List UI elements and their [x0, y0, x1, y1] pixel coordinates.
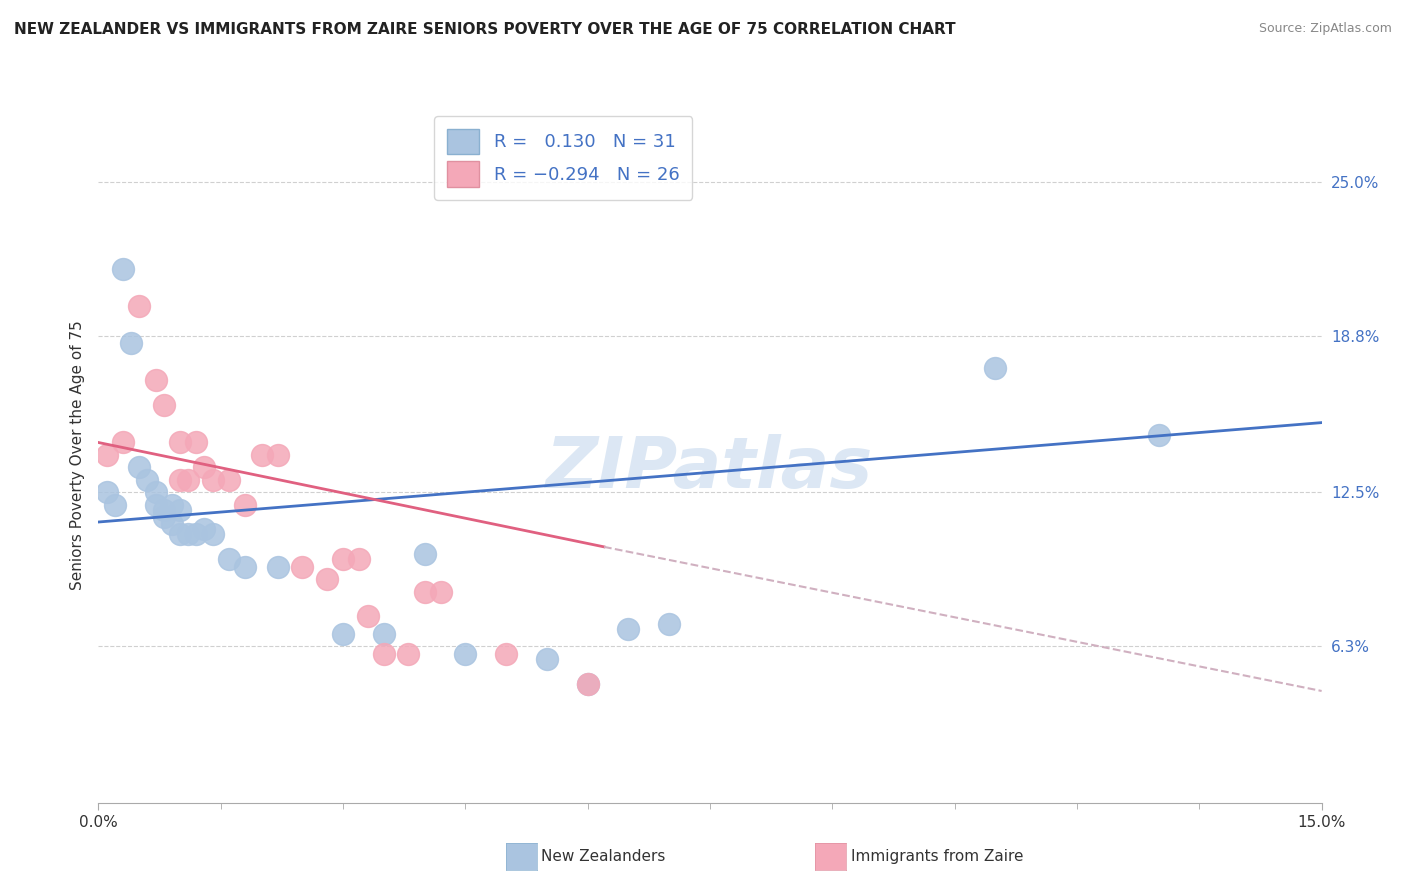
Text: New Zealanders: New Zealanders [541, 849, 665, 863]
Point [356, 609, 378, 624]
Point [177, 527, 200, 541]
Point [218, 473, 240, 487]
Point [396, 647, 419, 661]
Legend: R =   0.130   N = 31, R = −0.294   N = 26: R = 0.130 N = 31, R = −0.294 N = 26 [434, 116, 692, 200]
Point [169, 435, 191, 450]
Point [96, 485, 118, 500]
Point [267, 559, 290, 574]
Y-axis label: Seniors Poverty Over the Age of 75: Seniors Poverty Over the Age of 75 [69, 320, 84, 590]
Point [186, 435, 208, 450]
Point [1147, 428, 1170, 442]
Point [128, 299, 150, 313]
Point [169, 527, 191, 541]
Point [111, 261, 134, 276]
Point [96, 448, 118, 462]
Point [136, 473, 159, 487]
Point [193, 523, 215, 537]
Point [413, 547, 436, 561]
Point [373, 647, 395, 661]
Point [201, 527, 224, 541]
Point [152, 510, 174, 524]
Point [104, 498, 127, 512]
Point [430, 584, 453, 599]
Point [201, 473, 224, 487]
Point [169, 502, 191, 516]
Point [617, 622, 640, 636]
Point [160, 517, 183, 532]
Text: NEW ZEALANDER VS IMMIGRANTS FROM ZAIRE SENIORS POVERTY OVER THE AGE OF 75 CORREL: NEW ZEALANDER VS IMMIGRANTS FROM ZAIRE S… [14, 22, 956, 37]
Point [536, 651, 558, 665]
Point [145, 373, 167, 387]
Point [658, 616, 681, 631]
Point [349, 552, 371, 566]
Point [576, 676, 599, 690]
Point [218, 552, 240, 566]
Point [291, 559, 314, 574]
Point [315, 572, 337, 586]
Text: ZIPatlas: ZIPatlas [547, 434, 873, 503]
Point [169, 473, 191, 487]
Point [233, 498, 256, 512]
Text: Immigrants from Zaire: Immigrants from Zaire [851, 849, 1024, 863]
Point [145, 498, 167, 512]
Point [160, 498, 183, 512]
Point [177, 473, 200, 487]
Point [267, 448, 290, 462]
Point [111, 435, 134, 450]
Point [145, 485, 167, 500]
Point [373, 627, 395, 641]
Point [332, 627, 354, 641]
Point [120, 336, 142, 351]
Point [576, 676, 599, 690]
Point [152, 398, 174, 412]
Text: Source: ZipAtlas.com: Source: ZipAtlas.com [1258, 22, 1392, 36]
Point [233, 559, 256, 574]
Point [332, 552, 354, 566]
Point [152, 502, 174, 516]
Point [495, 647, 517, 661]
Point [984, 361, 1007, 376]
Point [186, 527, 208, 541]
Point [250, 448, 273, 462]
Point [413, 584, 436, 599]
Point [193, 460, 215, 475]
Point [128, 460, 150, 475]
Point [454, 647, 477, 661]
